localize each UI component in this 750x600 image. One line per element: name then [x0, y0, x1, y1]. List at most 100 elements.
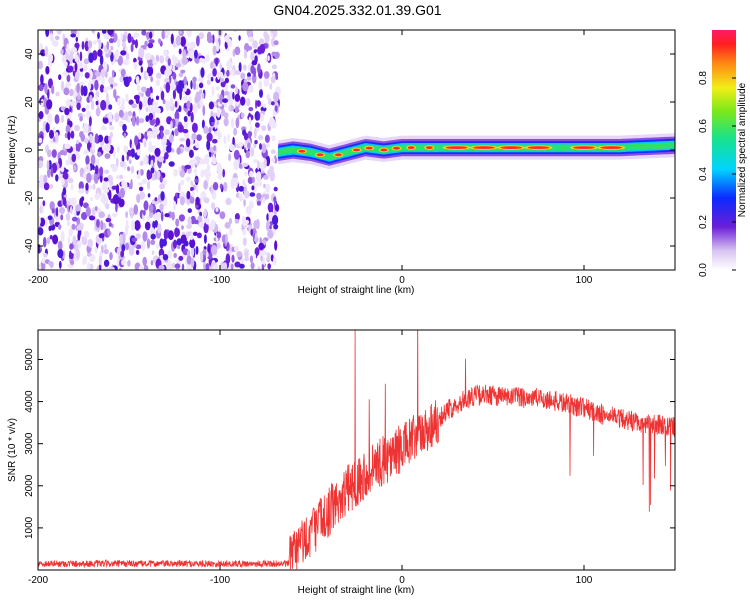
spectrogram-noise-cell [155, 211, 162, 220]
spectrogram-noise-cell [40, 49, 46, 57]
spectrogram-noise-cell [243, 190, 250, 199]
spectrogram-noise-cell [120, 68, 126, 78]
spectrogram-noise-cell [99, 84, 105, 93]
spectrogram-noise-cell [268, 211, 274, 222]
spectrogram-noise-cell [191, 190, 195, 198]
spectrogram-noise-cell [153, 126, 159, 134]
spectrogram-noise-cell [238, 193, 243, 198]
spectrogram-noise-cell [189, 195, 195, 204]
spectrogram-noise-cell [187, 208, 192, 214]
spectrogram-noise-cell [104, 153, 111, 159]
spectrogram-noise-cell [219, 183, 223, 190]
spectrogram-noise-cell [95, 91, 100, 96]
spectrogram-noise-cell [158, 160, 162, 169]
spectrogram-noise-cell [155, 79, 161, 87]
spectrogram-noise-cell [212, 34, 215, 44]
spectrogram-noise-cell [242, 179, 246, 188]
snr-panel: -200 -100 0 100 1000 2000 3000 4000 5000 Height… [7, 329, 676, 596]
spectrogram-noise-cell [242, 64, 247, 71]
spectrogram-noise-cell [251, 185, 255, 191]
snr-frame [37, 329, 676, 571]
spectrogram-noise-cell [183, 95, 188, 101]
spectrogram-noise-cell [38, 227, 44, 236]
spectrogram-noise-cell [231, 254, 235, 263]
spectrogram-noise-cell [88, 163, 91, 174]
spectrogram-noise-cell [181, 165, 185, 170]
spectrogram-noise-cell [211, 121, 215, 126]
spectrogram-noise-cell [148, 203, 154, 213]
spectrogram-noise-cell [70, 33, 77, 38]
spectrogram-noise-cell [77, 231, 81, 241]
spectrogram-noise-cell [260, 112, 264, 122]
spectrogram-noise-cell [128, 183, 132, 190]
spectrogram-noise-cell [79, 51, 83, 62]
spectrogram-noise-cell [216, 162, 222, 174]
spectrogram-noise-cell [146, 171, 153, 180]
spectrogram-noise-cell [57, 248, 64, 259]
spectrogram-noise-cell [261, 125, 267, 132]
spectrogram-noise-cell [153, 106, 158, 114]
spectrogram-noise-cell [266, 213, 269, 222]
spectrogram-noise-cell [76, 154, 81, 160]
spectrogram-noise-cell [83, 58, 90, 65]
spectrogram-noise-cell [185, 138, 191, 148]
spectrogram-noise-cell [92, 40, 97, 45]
spectrogram-noise-cell [195, 185, 199, 193]
spectrogram-noise-cell [78, 181, 85, 191]
spectrogram-noise-cell [94, 79, 99, 91]
spectrogram-noise-cell [240, 72, 246, 80]
spectrogram-noise-cell [224, 222, 231, 229]
spectrogram-noise-cell [71, 216, 78, 222]
y-tick-label: 0 [24, 147, 35, 153]
spectrogram-noise-cell [111, 164, 118, 173]
spectrogram-noise-cell [94, 206, 98, 211]
spectrogram-noise-cell [212, 182, 219, 191]
spectrogram-noise-cell [131, 237, 138, 242]
spectrogram-noise-cell [39, 205, 42, 214]
x-tick-label: 100 [576, 575, 593, 586]
spectrogram-noise-cell [156, 107, 161, 114]
y-tick-label: 20 [24, 96, 35, 108]
spectrogram-noise-cell [66, 43, 69, 52]
spectrogram-noise-cell [257, 266, 261, 270]
spectrogram-noise-cell [107, 30, 114, 36]
spectrogram-noise-cell [195, 91, 202, 103]
spectrogram-noise-cell [203, 222, 209, 234]
spectrogram-noise-cell [217, 171, 223, 180]
spectrogram-noise-cell [161, 30, 166, 40]
spectrogram-y-ticks: -40 -20 0 20 40 [24, 48, 675, 253]
spectrogram-noise-cell [203, 125, 209, 134]
spectrogram-noise-cell [147, 104, 155, 114]
spectrogram-noise-cell [271, 157, 276, 164]
spectrogram-noise-cell [65, 50, 69, 60]
spectrogram-noise-cell [208, 126, 212, 135]
spectrogram-noise-cell [240, 258, 245, 264]
spectrogram-noise-cell [157, 156, 164, 163]
spectrogram-noise-cell [191, 122, 198, 133]
spectrogram-noise-cell [271, 64, 277, 70]
spectrogram-noise-cell [179, 196, 185, 206]
spectrogram-peak [316, 153, 324, 157]
spectrogram-noise-cell [162, 254, 169, 261]
spectrogram-noise-cell [230, 84, 236, 89]
spectrogram-noise-cell [226, 69, 230, 77]
spectrogram-noise-cell [86, 262, 91, 270]
spectrogram-noise-cell [145, 106, 149, 112]
x-tick-label: -100 [210, 575, 230, 586]
spectrogram-noise-cell [188, 50, 195, 59]
spectrogram-noise-cell [274, 240, 278, 251]
spectrogram-noise-cell [102, 144, 105, 152]
spectrogram-noise-cell [200, 67, 205, 78]
spectrogram-noise-cell [67, 65, 74, 73]
spectrogram-noise-cell [180, 234, 187, 244]
spectrogram-noise-cell [140, 66, 143, 73]
spectrogram-noise-cell [263, 31, 268, 39]
spectrogram-noise-cell [236, 251, 243, 258]
spectrogram-noise-cell [130, 211, 134, 219]
spectrogram-noise-cell [234, 245, 239, 252]
spectrogram-noise-cell [77, 61, 84, 69]
spectrogram-noise-cell [181, 263, 185, 270]
spectrogram-noise-cell [116, 259, 120, 265]
spectrogram-noise-cell [246, 46, 253, 51]
spectrogram-noise-cell [250, 51, 255, 61]
